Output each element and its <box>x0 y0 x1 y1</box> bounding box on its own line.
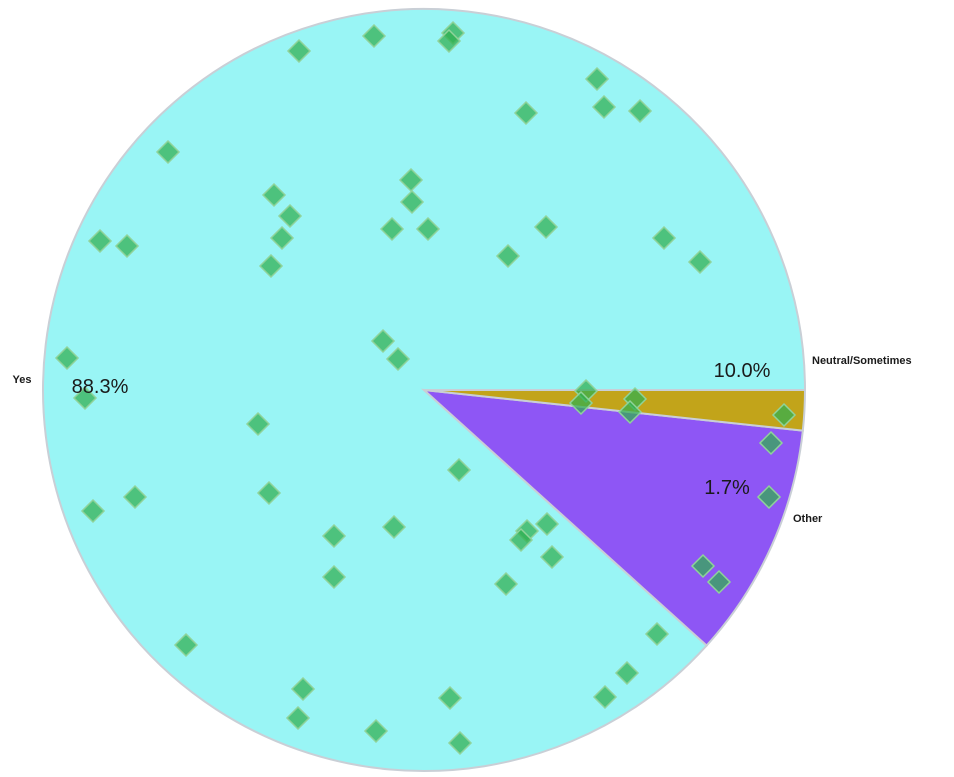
value-label-yes: 88.3% <box>72 376 129 398</box>
category-label-yes: Yes <box>13 374 32 386</box>
value-label-neutral-sometimes: 10.0% <box>714 360 771 382</box>
value-label-other: 1.7% <box>704 477 750 499</box>
category-label-neutral-sometimes: Neutral/Sometimes <box>812 355 912 367</box>
category-label-other: Other <box>793 513 823 525</box>
pie-slices <box>43 9 805 771</box>
